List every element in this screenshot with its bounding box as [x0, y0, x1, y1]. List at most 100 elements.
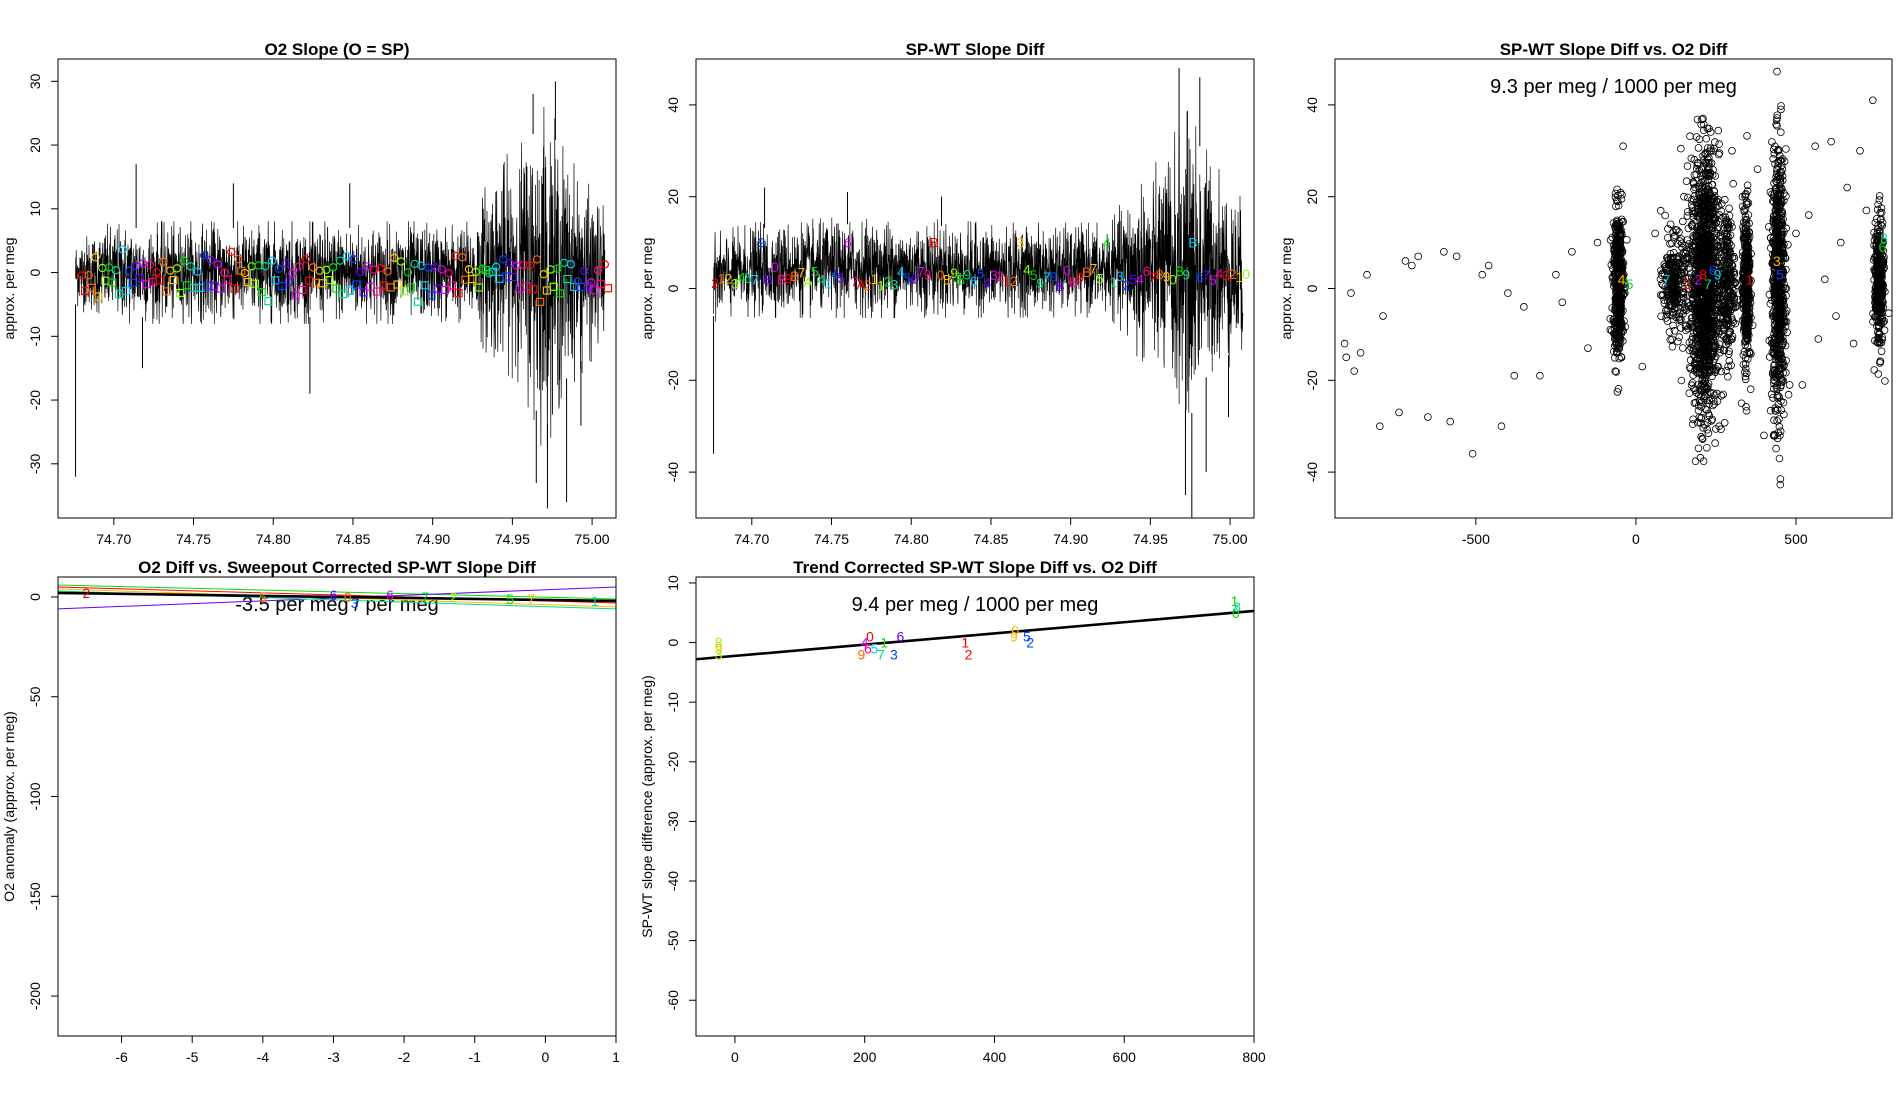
- series-digit-label: 7: [851, 273, 859, 289]
- fit-line: [695, 609, 1255, 661]
- scatter-point: [1612, 196, 1621, 205]
- series-digit-label: B: [1175, 263, 1184, 279]
- scatter-point: [1727, 275, 1735, 284]
- scatter-point: [1780, 157, 1789, 166]
- marker-circle: [593, 266, 603, 275]
- marker-circle: [458, 253, 467, 262]
- scatter-point: [1711, 138, 1719, 146]
- scatter-point: [1741, 232, 1749, 241]
- scatter-point: [1742, 228, 1750, 237]
- scatter-point: [1716, 231, 1725, 240]
- scatter-point: [1656, 291, 1665, 299]
- scatter-point: [1731, 303, 1739, 312]
- series-digit-label: 4: [738, 270, 746, 286]
- scatter-point: [1743, 271, 1752, 280]
- marker-circle: [444, 268, 453, 278]
- marker-square: [162, 287, 171, 296]
- scatter-point: [1686, 246, 1695, 254]
- scatter-point: [1682, 177, 1691, 186]
- scatter-point: [1769, 145, 1778, 154]
- scatter-point: [1671, 231, 1679, 240]
- series-digit-label: B: [929, 235, 938, 251]
- scatter-point: [1705, 322, 1713, 331]
- scatter-point: [1356, 348, 1365, 357]
- scatter-point: [1785, 381, 1794, 389]
- scatter-point: [1713, 324, 1722, 333]
- scatter-point: [1706, 189, 1714, 198]
- scatter-point: [1728, 332, 1737, 341]
- scatter-point: [1617, 309, 1626, 317]
- marker-square: [508, 272, 518, 282]
- scatter-point: [1772, 216, 1781, 225]
- scatter-point: [1820, 275, 1829, 284]
- panel-title: Trend Corrected SP-WT Slope Diff vs. O2 …: [793, 558, 1157, 577]
- series-digit-label: B: [1069, 274, 1078, 290]
- scatter-point: [1692, 337, 1701, 346]
- scatter-point: [1683, 162, 1692, 170]
- scatter-point: [1693, 161, 1702, 170]
- marker-square: [155, 276, 164, 285]
- scatter-point: [1727, 271, 1735, 280]
- series-digit-label: 6: [844, 235, 852, 251]
- scatter-point: [1722, 340, 1730, 349]
- scatter-point: [1775, 342, 1783, 350]
- scatter-point: [1705, 326, 1713, 335]
- scatter-point: [1694, 301, 1703, 309]
- marker-circle: [288, 269, 297, 278]
- scatter-point: [1740, 265, 1748, 274]
- scatter-point: [1744, 330, 1752, 338]
- scatter-point: [1744, 263, 1752, 272]
- scatter-point: [1705, 396, 1713, 405]
- scatter-point: [1700, 222, 1709, 231]
- series-digit-label: 5: [744, 270, 752, 286]
- scatter-point: [1741, 191, 1750, 199]
- y-tick-label: -40: [665, 871, 681, 891]
- marker-circle: [193, 267, 202, 276]
- scatter-point: [1478, 270, 1487, 279]
- x-tick-label: 0: [1632, 531, 1640, 547]
- panel-trend-corrected: Trend Corrected SP-WT Slope Diff vs. O2 …: [639, 558, 1266, 1065]
- scatter-point: [1740, 237, 1748, 246]
- scatter-point: [1717, 282, 1725, 290]
- scatter-point: [1675, 277, 1684, 285]
- scatter-point: [1675, 316, 1683, 325]
- y-tick-label: 10: [665, 575, 681, 591]
- panel-title: SP-WT Slope Diff: [906, 40, 1045, 59]
- series-digit-label: 2: [725, 271, 733, 287]
- scatter-point: [1689, 195, 1698, 204]
- scatter-point: [1669, 308, 1678, 317]
- scatter-point: [1770, 329, 1778, 338]
- scatter-point: [1694, 381, 1702, 389]
- scatter-point: [1614, 384, 1623, 393]
- series-digit-label: B: [943, 271, 952, 287]
- scatter-point: [1699, 114, 1707, 123]
- y-tick-label: -20: [27, 390, 43, 410]
- scatter-point: [1701, 377, 1709, 386]
- scatter-point: [1770, 150, 1779, 158]
- marker-circle: [349, 254, 358, 264]
- scatter-point: [1741, 375, 1750, 384]
- series-digit-label: 2: [711, 275, 719, 291]
- scatter-point: [1698, 115, 1706, 124]
- series-digit-label: 5: [1030, 267, 1038, 283]
- scatter-point: [1656, 275, 1665, 284]
- scatter-point: [1724, 292, 1733, 300]
- marker-square: [427, 291, 436, 300]
- marker-square: [406, 283, 416, 292]
- scatter-point: [1728, 223, 1736, 231]
- scatter-point: [1669, 272, 1677, 281]
- scatter-point: [1778, 325, 1787, 334]
- scatter-point: [1677, 315, 1685, 324]
- y-tick-label: -100: [27, 782, 43, 810]
- scatter-point: [1719, 213, 1727, 222]
- marker-circle: [600, 260, 610, 269]
- scatter-point: [1694, 316, 1703, 325]
- scatter-point: [1656, 206, 1665, 215]
- scatter-point: [1697, 120, 1705, 129]
- scatter-point: [1746, 385, 1755, 394]
- panel-o2-diff-vs-sweepout: O2 Diff vs. Sweepout Corrected SP-WT Slo…: [1, 558, 620, 1065]
- scatter-point: [1772, 373, 1780, 382]
- x-tick-label: 75.00: [575, 531, 610, 547]
- scatter-point: [1843, 183, 1851, 192]
- series-digit-label: 0: [937, 267, 945, 283]
